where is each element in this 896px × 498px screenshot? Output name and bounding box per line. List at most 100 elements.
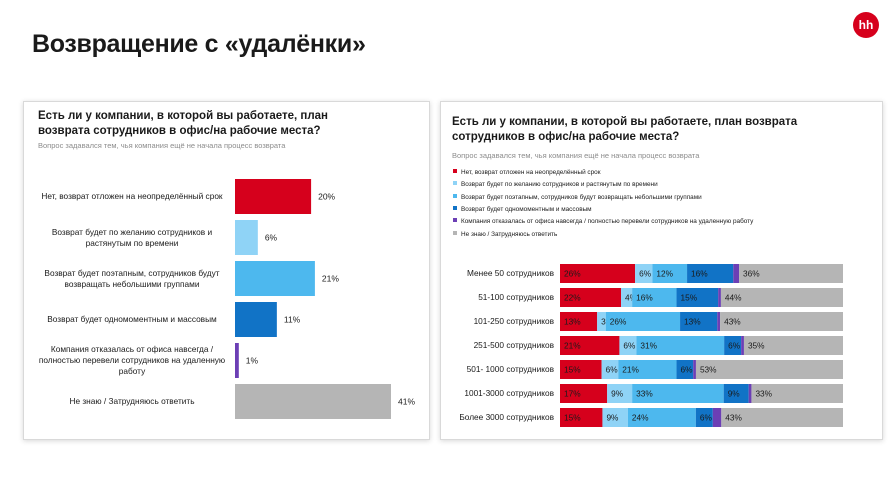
- segment-label-6-0: 15%: [564, 413, 581, 423]
- segment-label-2-3: 13%: [684, 317, 701, 327]
- left-question: Есть ли у компании, в которой вы работае…: [38, 110, 328, 137]
- segment-2-0: [560, 312, 598, 331]
- right-note: Вопрос задавался тем, чья компания ещё н…: [452, 151, 700, 160]
- legend-item-5: Не знаю / Затрудняюсь ответить: [453, 230, 558, 238]
- legend-item-0: Нет, возврат отложен на неопределённый с…: [453, 169, 601, 176]
- hh-logo: hh: [853, 12, 879, 38]
- left-bar-1: [235, 220, 258, 255]
- segment-4-2: [618, 360, 677, 379]
- segment-label-4-0: 15%: [564, 365, 581, 375]
- legend-swatch-3: [453, 205, 457, 210]
- segment-1-5: [720, 288, 843, 307]
- page-title: Возвращение с «удалёнки»: [32, 30, 366, 58]
- left-value-label-4: 1%: [246, 356, 259, 366]
- segment-label-1-3: 15%: [681, 293, 698, 303]
- segment-1-2: [632, 288, 677, 307]
- segment-label-0-5: 36%: [743, 269, 760, 279]
- segment-label-4-2: 21%: [622, 365, 639, 375]
- segment-label-0-0: 26%: [564, 269, 581, 279]
- legend-swatch-0: [453, 169, 457, 173]
- right-question: Есть ли у компании, в которой вы работае…: [452, 116, 798, 143]
- legend-item-1: Возврат будет по желанию сотрудников и р…: [453, 181, 658, 188]
- right-category-label-0: Менее 50 сотрудников: [467, 268, 554, 278]
- right-category-label-2: 101-250 сотрудников: [473, 316, 554, 326]
- segment-5-3: [723, 384, 749, 403]
- segment-3-2: [636, 336, 725, 355]
- segment-label-3-0: 21%: [564, 341, 581, 351]
- legend-swatch-2: [453, 193, 457, 198]
- segment-4-5: [695, 360, 843, 379]
- segment-2-5: [720, 312, 843, 331]
- segment-label-2-5: 43%: [724, 317, 741, 327]
- segment-3-5: [743, 336, 843, 355]
- segment-1-3: [676, 288, 719, 307]
- segment-2-1: [597, 312, 606, 331]
- legend-item-3: Возврат будет одномоментным и массовым: [453, 205, 592, 213]
- segment-6-5: [721, 408, 843, 427]
- segment-label-3-5: 35%: [748, 341, 765, 351]
- left-bar-3: [235, 302, 277, 337]
- segment-1-1: [621, 288, 633, 307]
- segment-6-1: [602, 408, 628, 427]
- right-category-label-5: 1001-3000 сотрудников: [464, 388, 554, 398]
- left-chart-panel: Есть ли у компании, в которой вы работае…: [23, 101, 430, 440]
- segment-label-5-1: 9%: [611, 389, 624, 399]
- segment-label-5-3: 9%: [728, 389, 741, 399]
- segment-label-4-1: 6%: [606, 365, 619, 375]
- left-value-label-2: 21%: [322, 274, 339, 284]
- right-stacked-bar-chart: 26%6%12%16%36%22%4%16%15%44%13%3%26%13%4…: [560, 264, 843, 427]
- segment-6-2: [627, 408, 696, 427]
- left-note: Вопрос задавался тем, чья компания ещё н…: [38, 141, 286, 150]
- right-chart-panel: Есть ли у компании, в которой вы работае…: [440, 101, 883, 440]
- segment-label-5-5: 33%: [755, 389, 772, 399]
- left-category-label-5: Не знаю / Затрудняюсь ответить: [69, 396, 195, 406]
- legend-label-5: Не знаю / Затрудняюсь ответить: [461, 230, 558, 238]
- segment-5-5: [751, 384, 843, 403]
- legend-label-4: Компания отказалась от офиса навсегда / …: [461, 218, 754, 226]
- left-category-label-3: Возврат будет одномоментным и массовым: [47, 314, 217, 324]
- segment-5-2: [632, 384, 724, 403]
- segment-4-3: [676, 360, 694, 379]
- legend-item-2: Возврат будет поэтапным, сотрудников буд…: [453, 193, 702, 201]
- segment-label-0-3: 16%: [691, 269, 708, 279]
- legend-item-4: Компания отказалась от офиса навсегда / …: [453, 218, 753, 225]
- segment-0-1: [635, 264, 653, 283]
- segment-3-1: [619, 336, 637, 355]
- left-category-label-4: Компания отказалась от офиса навсегда / …: [38, 344, 226, 376]
- segment-5-1: [607, 384, 633, 403]
- legend-swatch-1: [453, 181, 457, 186]
- left-bar-0: [235, 179, 312, 214]
- segment-label-2-0: 13%: [564, 317, 581, 327]
- segment-label-0-2: 12%: [656, 269, 673, 279]
- segment-6-3: [695, 408, 713, 427]
- segment-label-1-0: 22%: [564, 293, 581, 303]
- left-bar-5: [235, 384, 391, 419]
- left-category-label-1: Возврат будет по желанию сотрудников и р…: [51, 226, 213, 248]
- segment-3-4: [741, 336, 744, 355]
- segment-label-0-1: 6%: [639, 269, 652, 279]
- left-bar-2: [235, 261, 315, 296]
- segment-label-6-3: 6%: [700, 413, 713, 423]
- segment-6-0: [560, 408, 603, 427]
- segment-label-3-3: 6%: [728, 341, 741, 351]
- right-category-label-4: 501- 1000 сотрудников: [466, 364, 554, 374]
- left-value-label-3: 11%: [284, 315, 301, 325]
- right-category-label-3: 251-500 сотрудников: [473, 340, 554, 350]
- segment-label-1-5: 44%: [725, 293, 742, 303]
- legend-swatch-5: [453, 230, 457, 235]
- segment-3-0: [560, 336, 620, 355]
- segment-3-3: [724, 336, 742, 355]
- left-category-label-2: Возврат будет поэтапным, сотрудников буд…: [44, 267, 220, 289]
- segment-2-4: [717, 312, 721, 331]
- segment-label-1-1: 4%: [625, 293, 638, 303]
- segment-5-0: [560, 384, 608, 403]
- left-value-label-5: 41%: [398, 397, 415, 407]
- segment-2-3: [680, 312, 718, 331]
- segment-label-5-2: 33%: [636, 389, 653, 399]
- segment-1-4: [718, 288, 721, 307]
- left-value-label-1: 6%: [265, 233, 278, 243]
- segment-label-3-2: 31%: [640, 341, 657, 351]
- left-value-label-0: 20%: [318, 192, 335, 202]
- segment-6-4: [712, 408, 722, 427]
- segment-4-0: [560, 360, 602, 379]
